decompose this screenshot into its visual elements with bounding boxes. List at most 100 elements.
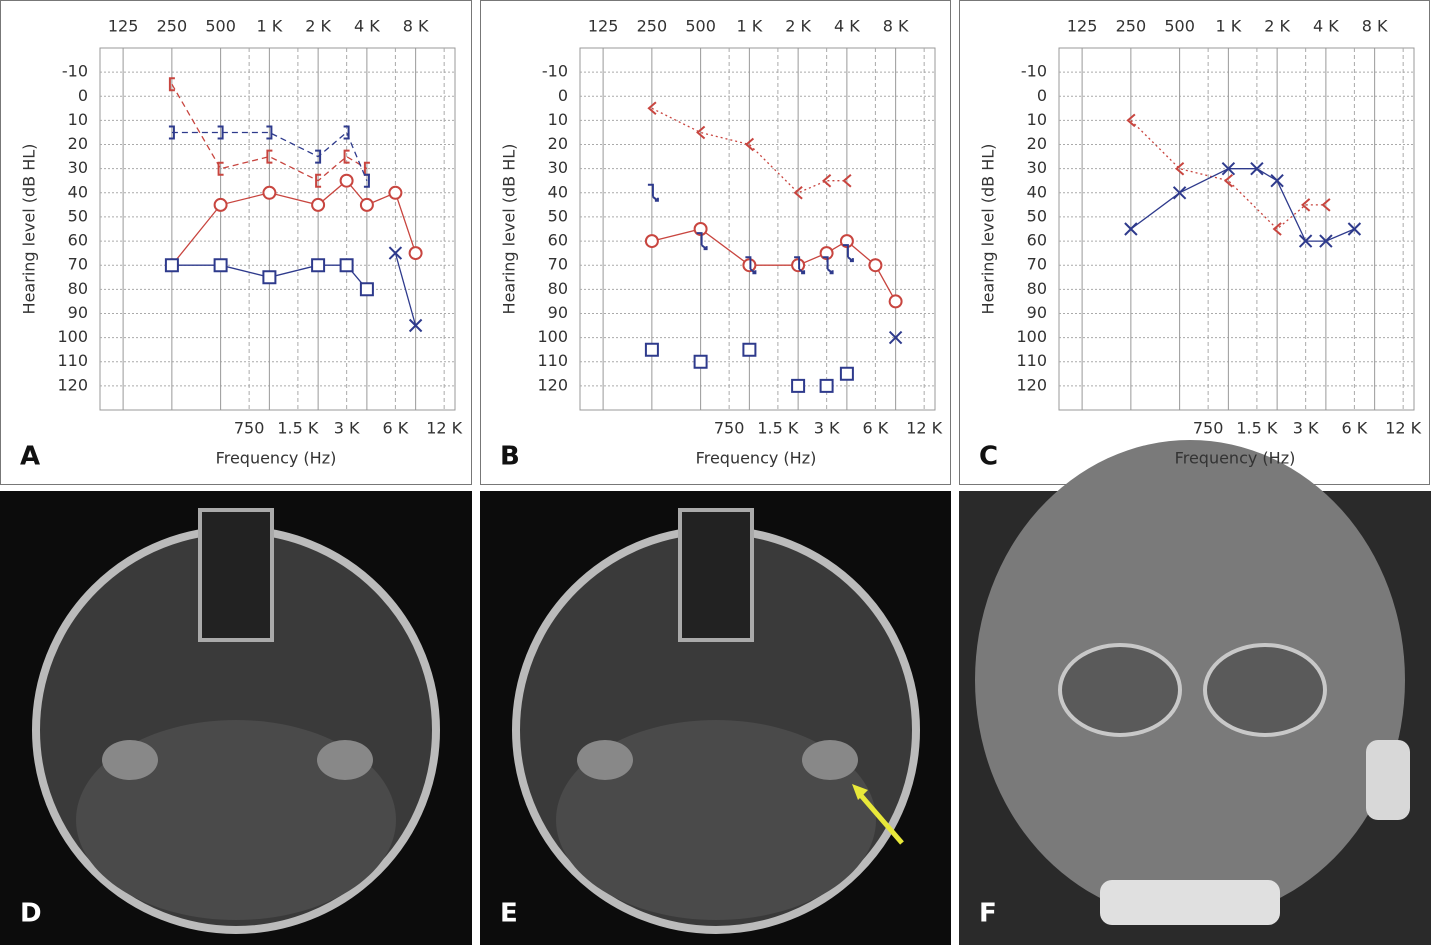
x-tick-label: 6 K (383, 419, 409, 438)
y-tick-label: 40 (68, 182, 88, 201)
x-tick-label: 750 (1193, 419, 1224, 438)
y-tick-label: 90 (68, 303, 88, 322)
data-point (888, 330, 903, 345)
data-point (388, 246, 403, 260)
y-tick-label: 10 (1027, 110, 1047, 129)
y-tick-label: 80 (548, 279, 568, 298)
data-point (1347, 222, 1362, 236)
x-tick-label: 4 K (1313, 17, 1339, 36)
y-tick-label: 90 (548, 303, 568, 322)
y-tick-label: -10 (542, 62, 568, 81)
x-tick-label: 1 K (736, 17, 762, 36)
panel-label: B (500, 442, 520, 472)
data-point (1124, 222, 1138, 236)
data-point (1250, 161, 1264, 176)
data-point (647, 183, 659, 202)
x-tick-label: 500 (205, 17, 236, 36)
panel-frame (0, 0, 472, 485)
data-point (647, 101, 657, 116)
x-tick-label: 6 K (1342, 419, 1368, 438)
x-axis-title: Frequency (Hz) (696, 449, 817, 468)
x-tick-label: 125 (108, 17, 139, 36)
y-tick-label: 50 (548, 206, 568, 225)
data-point (311, 197, 326, 212)
y-tick-label: 110 (537, 351, 568, 370)
y-axis-title: Hearing level (dB HL) (20, 144, 39, 315)
data-point (644, 342, 659, 357)
data-point (359, 197, 374, 212)
data-point (388, 185, 403, 200)
x-axis-title: Frequency (Hz) (216, 449, 337, 468)
x-tick-label: 2 K (785, 17, 811, 36)
data-point (696, 125, 706, 140)
plot-frame (99, 47, 456, 411)
y-tick-label: 20 (1027, 134, 1047, 153)
y-tick-label: 80 (68, 279, 88, 298)
x-tick-label: 125 (588, 17, 619, 36)
y-axis-title: Hearing level (dB HL) (500, 144, 519, 315)
y-tick-label: -10 (1021, 62, 1047, 81)
data-point (266, 149, 273, 164)
x-tick-label: 12 K (426, 419, 462, 438)
plot-frame (579, 47, 936, 411)
y-tick-label: 90 (1027, 303, 1047, 322)
x-tick-label: 750 (714, 419, 745, 438)
data-point (168, 77, 175, 92)
data-point (1270, 173, 1284, 188)
x-tick-label: 2 K (1264, 17, 1290, 36)
data-point (1126, 113, 1136, 128)
data-point (791, 378, 806, 393)
data-point (693, 354, 708, 369)
data-point (888, 294, 903, 309)
y-tick-label: 0 (558, 86, 568, 105)
data-point (1321, 198, 1331, 212)
panel-label: F (979, 899, 997, 929)
x-tick-label: 4 K (834, 17, 860, 36)
y-tick-label: 100 (1016, 327, 1047, 346)
y-tick-label: 0 (1037, 86, 1047, 105)
x-axis-title: Frequency (Hz) (1175, 449, 1296, 468)
data-point (842, 173, 852, 188)
x-tick-label: 250 (1116, 17, 1147, 36)
y-tick-label: 70 (548, 255, 568, 274)
y-tick-label: -10 (62, 62, 88, 81)
data-point (213, 258, 228, 273)
data-point (359, 282, 374, 297)
y-tick-label: 120 (1016, 375, 1047, 394)
data-point (217, 125, 224, 140)
data-point (745, 256, 757, 275)
panel-frame (959, 0, 1430, 485)
data-point (742, 342, 757, 357)
xray-image (959, 440, 1431, 945)
y-tick-label: 120 (57, 375, 88, 394)
x-tick-label: 500 (685, 17, 716, 36)
data-point (315, 173, 322, 188)
x-tick-label: 1.5 K (757, 419, 799, 438)
y-tick-label: 20 (548, 134, 568, 153)
data-point (408, 318, 423, 333)
x-tick-label: 12 K (1385, 419, 1421, 438)
data-point (164, 258, 179, 273)
x-tick-label: 250 (157, 17, 188, 36)
x-tick-label: 8 K (403, 17, 429, 36)
panel-label: A (20, 442, 40, 472)
data-point (1272, 222, 1282, 236)
data-point (339, 258, 354, 273)
y-tick-label: 40 (548, 182, 568, 201)
x-tick-label: 3 K (1293, 419, 1319, 438)
series-line (171, 131, 368, 181)
ct-image (0, 491, 472, 945)
y-tick-label: 110 (57, 351, 88, 370)
x-tick-label: 1 K (256, 17, 282, 36)
data-point (1223, 173, 1234, 188)
x-tick-label: 125 (1067, 17, 1098, 36)
x-tick-label: 12 K (906, 419, 942, 438)
panel-frame (480, 0, 951, 485)
data-point (262, 185, 277, 200)
data-point (1172, 186, 1187, 200)
y-tick-label: 70 (1027, 255, 1047, 274)
x-tick-label: 8 K (883, 17, 909, 36)
y-tick-label: 30 (68, 158, 88, 177)
data-point (213, 197, 228, 212)
